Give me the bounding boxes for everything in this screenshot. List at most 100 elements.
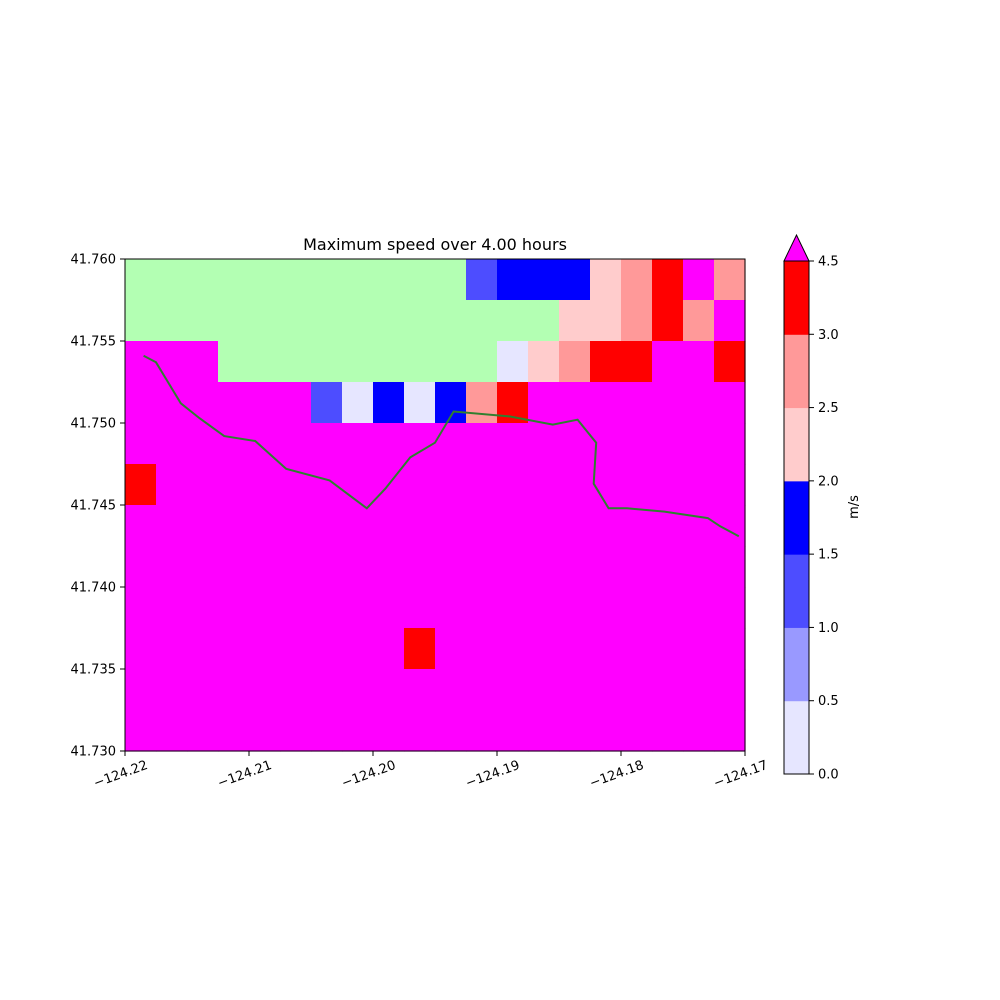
heatmap-cell	[249, 546, 281, 588]
heatmap-cell	[528, 464, 560, 506]
heatmap-cell	[435, 464, 467, 506]
heatmap-cell	[497, 710, 529, 752]
heatmap-cell	[466, 341, 498, 383]
heatmap-cell	[280, 546, 312, 588]
heatmap-cell	[683, 341, 715, 383]
heatmap-cell	[249, 300, 281, 342]
heatmap-cell	[156, 669, 188, 711]
heatmap-cell	[435, 669, 467, 711]
heatmap-cell	[714, 669, 746, 711]
heatmap-cell	[249, 669, 281, 711]
x-tick-label: −124.19	[464, 758, 522, 791]
heatmap-cell	[497, 505, 529, 547]
x-tick-label: −124.18	[588, 758, 646, 791]
heatmap-cell	[497, 464, 529, 506]
heatmap-cell	[187, 505, 219, 547]
heatmap-cell	[311, 710, 343, 752]
heatmap-cell	[342, 423, 374, 465]
heatmap-cell	[187, 382, 219, 424]
heatmap-cell	[249, 341, 281, 383]
heatmap-cell	[125, 423, 157, 465]
heatmap-cell	[342, 505, 374, 547]
heatmap-cell	[497, 423, 529, 465]
heatmap-cell	[714, 710, 746, 752]
y-tick-label: 41.760	[71, 253, 117, 268]
colorbar-segment	[784, 554, 809, 628]
heatmap-cell	[156, 505, 188, 547]
heatmap-cell	[280, 628, 312, 670]
heatmap-cell	[125, 505, 157, 547]
heatmap-cell	[187, 669, 219, 711]
heatmap-cell	[714, 300, 746, 342]
heatmap-cell	[187, 464, 219, 506]
heatmap-cell	[156, 341, 188, 383]
chart-title: Maximum speed over 4.00 hours	[303, 235, 567, 254]
heatmap-cell	[683, 464, 715, 506]
heatmap-cell	[311, 423, 343, 465]
heatmap-cell	[714, 587, 746, 629]
heatmap-cell	[404, 587, 436, 629]
heatmap-cell	[559, 710, 591, 752]
heatmap-cell	[156, 628, 188, 670]
heatmap-cell	[156, 423, 188, 465]
heatmap-cell	[125, 300, 157, 342]
heatmap-cell	[559, 628, 591, 670]
heatmap-cell	[125, 587, 157, 629]
colorbar-segment	[784, 334, 809, 409]
heatmap-cell	[683, 669, 715, 711]
heatmap-cell	[590, 546, 622, 588]
heatmap-cell	[621, 423, 653, 465]
heatmap-cell	[249, 259, 281, 301]
heatmap-cell	[125, 259, 157, 301]
heatmap-cell	[280, 423, 312, 465]
heatmap-cell	[621, 546, 653, 588]
colorbar-tick-label: 3.0	[818, 328, 839, 343]
heatmap-cell	[280, 587, 312, 629]
y-axis: 41.730 41.735 41.740 41.745 41.750 41.755 41.7…	[71, 253, 125, 760]
heatmap-cell	[435, 423, 467, 465]
heatmap-cell	[528, 669, 560, 711]
coastline	[143, 354, 740, 538]
heatmap-cell	[373, 259, 405, 301]
colorbar-tick-label: 1.5	[818, 548, 839, 563]
heatmap-cell	[683, 259, 715, 301]
heatmap-cell	[590, 669, 622, 711]
heatmap-cell	[187, 423, 219, 465]
heatmap-cell	[528, 587, 560, 629]
heatmap-cell	[187, 546, 219, 588]
heatmap-cell	[652, 669, 684, 711]
colorbar: 0.0 0.5 1.0 1.5 2.0 2.5 3.0 4.5	[783, 233, 839, 783]
heatmap-cell	[218, 382, 250, 424]
heatmap-cell	[528, 710, 560, 752]
heatmap-cell	[435, 546, 467, 588]
y-tick-label: 41.740	[71, 581, 117, 596]
heatmap-cell	[683, 423, 715, 465]
heatmap-cell	[125, 710, 157, 752]
heatmap-cell	[590, 341, 622, 383]
colorbar-label: m/s	[847, 495, 862, 519]
heatmap-cell	[652, 382, 684, 424]
heatmap-cell	[466, 546, 498, 588]
heatmap-cell	[373, 382, 405, 424]
heatmap-cell	[249, 628, 281, 670]
heatmap-cell	[125, 464, 157, 506]
heatmap-cell	[621, 259, 653, 301]
heatmap-cell	[435, 710, 467, 752]
heatmap-cell	[528, 259, 560, 301]
heatmap-cell	[342, 259, 374, 301]
heatmap-cell	[125, 382, 157, 424]
heatmap-cell	[156, 710, 188, 752]
heatmap-cell	[249, 587, 281, 629]
y-tick-label: 41.730	[71, 745, 117, 760]
heatmap-cell	[435, 505, 467, 547]
colorbar-tick-label: 1.0	[818, 621, 839, 636]
heatmap-cell	[373, 341, 405, 383]
heatmap-cell	[559, 587, 591, 629]
heatmap-cell	[218, 341, 250, 383]
heatmap-cell	[373, 628, 405, 670]
heatmap-cell	[404, 628, 436, 670]
heatmap-cell	[404, 259, 436, 301]
heatmap-cell	[156, 300, 188, 342]
heatmap-cell	[559, 259, 591, 301]
heatmap-cell	[218, 423, 250, 465]
